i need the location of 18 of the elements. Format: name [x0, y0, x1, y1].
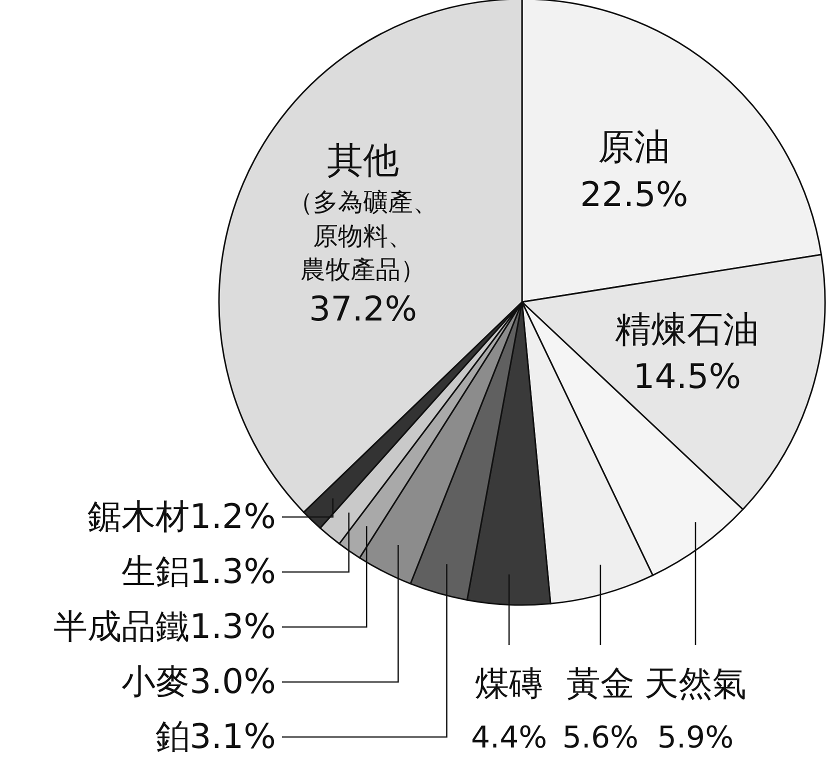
slice-label: 黃金: [566, 664, 634, 704]
slice-label: 鉑3.1%: [156, 717, 276, 757]
data-label: 4.4%: [470, 720, 548, 756]
slice-label: 原油: [598, 127, 670, 168]
slice-label: 天然氣: [644, 664, 746, 704]
slice-label: 生鋁1.3%: [122, 552, 276, 592]
data-label: 5.9%: [657, 720, 734, 756]
slice-label: 半成品鐵1.3%: [54, 607, 276, 647]
data-label: 37.2%: [309, 289, 418, 330]
slice-label: 精煉石油: [615, 309, 760, 350]
slice-label: 其他: [327, 140, 400, 182]
data-label: 14.5%: [633, 357, 742, 398]
slice-label: 小麥3.0%: [122, 662, 276, 702]
slice-label: 鋸木材1.2%: [88, 497, 276, 537]
data-label: 5.6%: [562, 720, 639, 756]
text: （多為礦產、原物料、農牧產品）: [288, 188, 438, 284]
slice-label: 煤磚: [475, 664, 544, 704]
data-label: 22.5%: [580, 174, 688, 215]
